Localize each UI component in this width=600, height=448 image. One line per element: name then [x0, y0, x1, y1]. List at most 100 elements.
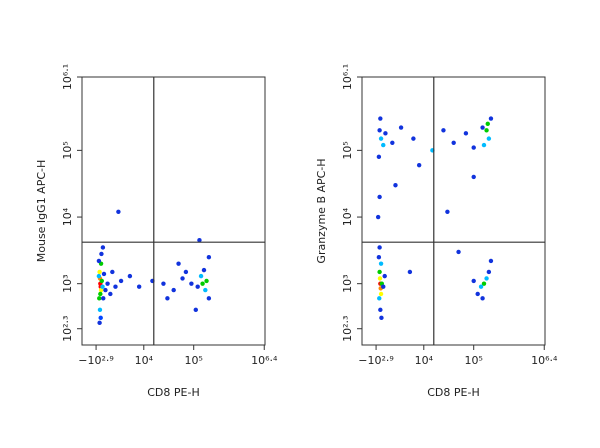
event-dot — [381, 142, 386, 148]
event-dot — [411, 136, 416, 141]
event-dot — [478, 284, 484, 289]
y-axis-title: Mouse IgG1 APC-H — [35, 160, 48, 263]
event-dot — [377, 276, 383, 281]
event-dot — [383, 131, 388, 136]
event-dot — [113, 284, 118, 289]
event-dot — [381, 284, 386, 289]
y-tick-label: 10³ — [61, 274, 74, 292]
plot-frame — [361, 76, 546, 346]
y-tick-label: 10⁴ — [61, 207, 74, 226]
y-tick-label: 10⁶·¹ — [61, 64, 74, 90]
x-axis-title: CD8 PE-H — [427, 386, 479, 399]
y-tick-label: 10³ — [341, 274, 354, 292]
event-dot — [195, 284, 200, 289]
y-tick-label: 10²·³ — [341, 316, 354, 342]
x-axis-title: CD8 PE-H — [147, 386, 199, 399]
event-dot — [136, 284, 142, 289]
event-dot — [127, 273, 133, 279]
event-dot — [189, 281, 194, 286]
event-dot — [206, 296, 212, 301]
event-dot — [451, 140, 456, 145]
event-dot — [377, 296, 382, 301]
event-dot — [118, 278, 124, 284]
event-dot — [378, 307, 383, 313]
event-dot — [98, 287, 104, 293]
event-dot — [378, 291, 384, 297]
event-dot — [375, 214, 381, 220]
event-dot — [407, 269, 413, 275]
y-tick-label: 10⁵ — [61, 141, 74, 159]
event-dot — [475, 291, 480, 297]
x-tick-label: 10⁴ — [135, 354, 154, 367]
event-dot — [203, 287, 208, 293]
event-dot — [165, 296, 170, 301]
event-dot — [193, 307, 198, 313]
event-dot — [171, 287, 176, 293]
event-dot — [98, 315, 103, 321]
event-dot — [183, 269, 189, 275]
event-dot — [379, 315, 384, 321]
event-dot — [480, 296, 485, 301]
event-dot — [110, 269, 115, 275]
event-dot — [416, 162, 422, 168]
event-dot — [97, 307, 103, 313]
event-dot — [390, 140, 395, 145]
event-dot — [96, 258, 102, 264]
event-dot — [99, 251, 104, 257]
event-dot — [471, 174, 476, 180]
event-dot — [100, 245, 106, 250]
event-dot — [103, 287, 108, 293]
event-dot — [200, 281, 205, 286]
y-tick-label: 10⁴ — [341, 207, 354, 226]
event-dot — [480, 125, 485, 130]
event-dot — [393, 183, 398, 188]
event-dot — [176, 261, 181, 266]
event-dot — [471, 278, 476, 284]
y-tick-label: 10²·³ — [61, 316, 74, 342]
event-dot — [376, 154, 382, 160]
event-dot — [378, 116, 383, 121]
y-tick-label: 10⁵ — [341, 141, 354, 159]
x-tick-label: 10⁶·⁴ — [531, 354, 558, 367]
event-dot — [471, 145, 476, 150]
event-dot — [378, 136, 384, 141]
event-dot — [97, 269, 102, 275]
x-tick-label: 10⁵ — [184, 354, 202, 367]
event-dot — [99, 278, 104, 284]
event-dot — [161, 281, 166, 286]
event-dot — [456, 249, 461, 255]
event-dot — [484, 276, 489, 281]
event-dot — [377, 245, 382, 250]
x-tick-label: −10²·⁹ — [78, 354, 114, 367]
event-dot — [101, 296, 106, 301]
event-dot — [377, 269, 382, 275]
event-dot — [100, 284, 105, 289]
event-dot — [377, 128, 382, 133]
event-dot — [101, 271, 107, 277]
event-dot — [116, 209, 121, 214]
event-dot — [98, 291, 103, 297]
event-dot — [206, 255, 212, 260]
event-dot — [105, 281, 110, 286]
event-dot — [398, 125, 404, 130]
event-dot — [201, 267, 207, 273]
event-dot — [486, 136, 492, 141]
event-dot — [485, 121, 490, 127]
event-dot — [486, 269, 492, 275]
event-dot — [97, 296, 102, 301]
event-dot — [97, 320, 102, 326]
y-tick-label: 10⁶·¹ — [341, 64, 354, 90]
event-dot — [204, 278, 209, 284]
event-dot — [376, 255, 382, 260]
event-dot — [108, 291, 113, 297]
event-dot — [484, 128, 489, 133]
y-axis-title: Granzyme B APC-H — [315, 158, 328, 263]
event-dot — [180, 276, 185, 281]
x-tick-label: 10⁶·⁴ — [251, 354, 278, 367]
event-dot — [378, 261, 384, 266]
event-dot — [481, 142, 487, 148]
event-dot — [463, 131, 469, 136]
x-tick-label: 10⁵ — [464, 354, 482, 367]
event-dot — [488, 116, 494, 121]
